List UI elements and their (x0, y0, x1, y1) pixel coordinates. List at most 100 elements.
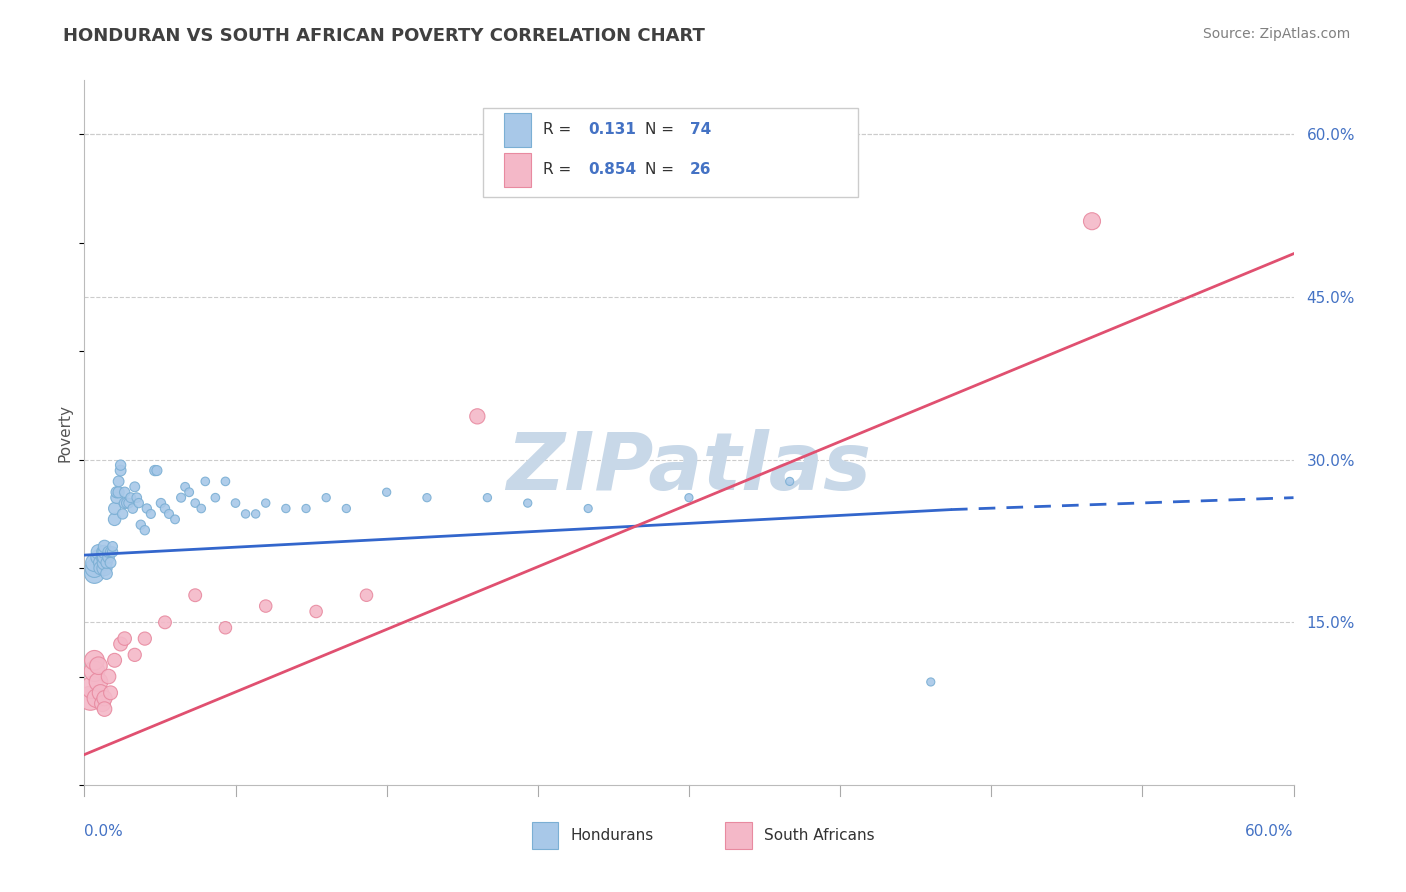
Point (1081, 214, 1104, 228)
Point (89, 561, 111, 575)
Point (97, 550, 120, 565)
Text: 0.131: 0.131 (589, 122, 637, 137)
Point (91, 697, 114, 711)
Text: 60.0%: 60.0% (1246, 823, 1294, 838)
Point (107, 475, 129, 489)
Point (254, 496, 277, 510)
Point (82, 681, 104, 695)
Text: R =: R = (543, 162, 575, 178)
Point (107, 485, 129, 500)
Bar (503, 112, 530, 146)
Point (89, 686, 111, 700)
Point (779, 475, 801, 489)
Point (100, 556, 122, 570)
Point (184, 496, 207, 510)
Text: 74: 74 (690, 122, 711, 137)
Point (174, 480, 197, 494)
Point (104, 653, 127, 667)
Bar (531, 822, 558, 849)
Text: ZIPatlas: ZIPatlas (506, 429, 872, 507)
Point (118, 496, 141, 510)
Point (139, 507, 162, 521)
Point (83, 566, 105, 581)
Point (114, 632, 136, 646)
Point (96, 566, 118, 581)
Point (135, 501, 157, 516)
Point (335, 501, 357, 516)
Point (87, 550, 110, 565)
Point (356, 588, 378, 602)
Text: N =: N = (645, 122, 679, 137)
Point (93, 540, 115, 554)
Point (101, 540, 124, 554)
Y-axis label: Poverty: Poverty (58, 403, 73, 462)
Text: South Africans: South Africans (763, 828, 875, 843)
Point (86, 691, 108, 706)
Point (375, 485, 398, 500)
Point (110, 464, 132, 478)
Point (105, 491, 128, 505)
Point (101, 545, 124, 559)
Point (516, 496, 538, 510)
Point (125, 491, 148, 505)
Bar (503, 153, 530, 186)
Point (100, 686, 122, 700)
Point (104, 501, 127, 516)
Point (105, 485, 128, 500)
Point (184, 588, 207, 602)
Point (104, 512, 127, 526)
Point (111, 507, 134, 521)
Point (467, 409, 489, 424)
Point (149, 496, 172, 510)
Point (79, 691, 101, 706)
Point (124, 648, 146, 662)
Point (143, 464, 166, 478)
Point (93, 561, 115, 575)
FancyBboxPatch shape (484, 109, 858, 196)
Bar (725, 822, 752, 849)
Point (93, 702, 115, 716)
Point (190, 501, 212, 516)
Text: 26: 26 (690, 162, 711, 178)
Point (235, 507, 257, 521)
Point (93, 691, 115, 706)
Point (157, 507, 180, 521)
Point (100, 545, 122, 559)
Point (153, 501, 176, 516)
Point (214, 475, 236, 489)
Point (204, 491, 226, 505)
Point (93, 556, 115, 570)
Point (91, 550, 114, 565)
Point (87, 658, 110, 673)
Point (179, 485, 201, 500)
Point (97, 669, 120, 683)
Point (576, 501, 599, 516)
Point (110, 637, 132, 651)
Point (146, 464, 169, 478)
Point (96, 556, 118, 570)
Point (114, 485, 136, 500)
Point (83, 653, 105, 667)
Point (678, 491, 700, 505)
Text: R =: R = (543, 122, 575, 137)
Point (920, 675, 942, 690)
Text: 0.854: 0.854 (589, 162, 637, 178)
Point (477, 491, 499, 505)
Point (91, 545, 114, 559)
Point (225, 496, 247, 510)
Point (83, 664, 105, 678)
Point (295, 501, 318, 516)
Point (128, 496, 150, 510)
Text: HONDURAN VS SOUTH AFRICAN POVERTY CORRELATION CHART: HONDURAN VS SOUTH AFRICAN POVERTY CORREL… (63, 27, 706, 45)
Text: 0.0%: 0.0% (84, 823, 124, 838)
Point (121, 501, 143, 516)
Point (110, 458, 132, 472)
Point (83, 561, 105, 575)
Point (114, 496, 136, 510)
Point (93, 545, 115, 559)
Point (416, 491, 439, 505)
Point (83, 556, 105, 570)
Point (129, 517, 152, 532)
Point (89, 556, 111, 570)
Point (274, 501, 297, 516)
